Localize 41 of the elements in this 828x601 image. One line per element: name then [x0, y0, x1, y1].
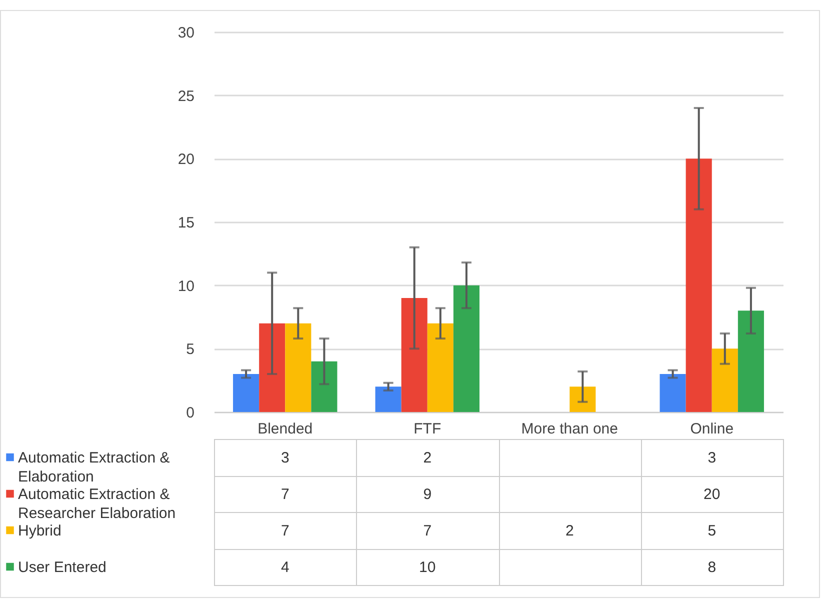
- legend-label: User Entered: [18, 558, 106, 576]
- y-tick-label: 30: [178, 24, 194, 42]
- bar: [660, 374, 686, 412]
- data-label: 3: [708, 449, 716, 466]
- data-label: 2: [565, 522, 574, 540]
- data-label: 9: [423, 486, 432, 503]
- legend-label: Automatic Extraction & Researcher Elaboration: [18, 486, 176, 522]
- x-tick-label: Blended: [258, 420, 313, 438]
- legend-label: Hybrid: [18, 522, 62, 540]
- y-tick-label: 0: [186, 404, 194, 422]
- data-label: 2: [423, 449, 432, 466]
- bar: [712, 348, 738, 412]
- data-label: 20: [704, 486, 720, 503]
- data-label: 4: [280, 558, 290, 576]
- y-tick-label: 20: [178, 151, 194, 168]
- bar: [401, 298, 428, 412]
- data-label: 8: [708, 558, 716, 576]
- x-tick-label: More than one: [521, 420, 618, 438]
- y-tick-label: 10: [178, 278, 194, 295]
- y-tick-label: 15: [178, 214, 194, 232]
- bar: [375, 386, 402, 412]
- data-label: 3: [280, 449, 290, 466]
- data-label: 7: [280, 522, 290, 540]
- data-label: 5: [708, 522, 716, 540]
- data-label: 7: [423, 522, 432, 540]
- bar: [285, 323, 312, 412]
- bar: [570, 386, 596, 412]
- bar: [738, 310, 764, 412]
- legend-label: Automatic Extraction & Elaboration: [18, 449, 170, 486]
- bar: [453, 285, 480, 412]
- bar: [233, 374, 260, 412]
- y-tick-label: 5: [186, 341, 194, 358]
- data-label: 7: [280, 486, 290, 503]
- bar: [311, 361, 338, 412]
- x-tick-label: Online: [690, 420, 734, 438]
- bar: [686, 158, 712, 412]
- x-tick-label: FTF: [414, 420, 442, 438]
- bar: [259, 323, 286, 412]
- y-tick-label: 25: [178, 88, 194, 105]
- bar: [427, 323, 454, 412]
- data-label: 10: [419, 558, 436, 576]
